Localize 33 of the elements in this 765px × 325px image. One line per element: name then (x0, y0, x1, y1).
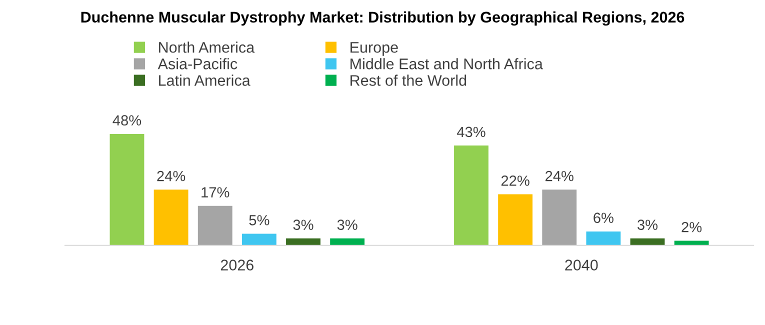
bar (110, 134, 144, 246)
bar (198, 206, 232, 246)
legend-label: North America (159, 42, 255, 53)
bar (630, 238, 665, 246)
data-label: 43% (456, 126, 486, 138)
data-label: 17% (202, 187, 230, 198)
bar (674, 240, 709, 246)
data-label: 3% (638, 220, 658, 230)
x-tick-label: 2026 (220, 260, 254, 270)
data-label: 24% (546, 170, 574, 182)
data-label: 22% (501, 176, 530, 186)
bar (586, 231, 621, 246)
data-label: 5% (249, 215, 270, 226)
data-label: 6% (594, 212, 614, 224)
bar (242, 234, 276, 246)
bar (498, 194, 533, 246)
x-tick-label: 2040 (565, 260, 598, 270)
data-label: 48% (112, 115, 142, 126)
bar (154, 190, 188, 246)
legend-label: Rest of the World (350, 74, 466, 86)
data-label: 3% (293, 220, 314, 230)
data-label: 24% (157, 170, 186, 182)
legend-label: Europe (350, 42, 398, 56)
legend-label: Latin America (159, 74, 250, 86)
bar (454, 146, 488, 246)
bar (542, 190, 577, 246)
bar (286, 238, 320, 246)
chart-title: Duchenne Muscular Dystrophy Market: Distribution by Geographical Regions, 2026 (81, 11, 684, 26)
legend-label: Middle East and North Africa (350, 58, 543, 70)
legend-label: Asia-Pacific (158, 58, 238, 70)
bar (330, 238, 365, 246)
data-label: 3% (337, 220, 358, 230)
data-label: 2% (682, 222, 702, 232)
